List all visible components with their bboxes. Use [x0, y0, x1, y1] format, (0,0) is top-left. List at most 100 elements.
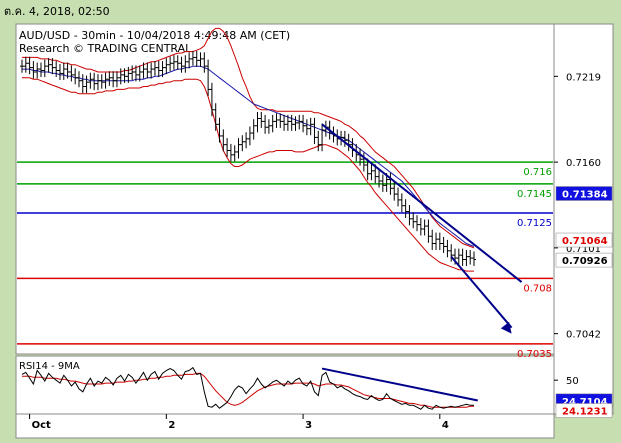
price-bar — [225, 138, 230, 158]
price-bar — [468, 250, 473, 265]
price-bar — [430, 229, 435, 251]
price-bar — [304, 119, 309, 136]
price-bar — [392, 181, 397, 201]
x-tick-label: 4 — [442, 420, 449, 431]
chart-subtitle: Research © TRADING CENTRAL — [19, 42, 192, 55]
level-label: 0.708 — [523, 283, 552, 294]
price-bar — [221, 129, 226, 152]
price-bar — [198, 52, 203, 67]
rsi-tag-box — [555, 403, 613, 418]
price-bar — [289, 114, 294, 131]
price-bar — [20, 59, 24, 73]
price-bar — [179, 56, 184, 73]
price-bar — [460, 248, 465, 267]
y-tick-label: 0.7042 — [566, 330, 601, 341]
price-bar — [46, 58, 51, 73]
price-bar — [388, 173, 393, 195]
price-bar — [122, 68, 127, 83]
level-label: 0.7125 — [517, 218, 552, 229]
price-bar — [441, 236, 446, 253]
price-bar — [426, 219, 431, 243]
price-bar — [65, 62, 70, 79]
timestamp-label: ต.ค. 4, 2018, 02:50 — [4, 5, 110, 18]
price-bar — [54, 61, 59, 78]
price-bar — [445, 239, 450, 258]
price-bar — [171, 55, 176, 70]
y-tick-label: 0.7101 — [566, 244, 601, 255]
price-tag-label: 0.71064 — [562, 236, 608, 247]
price-bar — [415, 215, 420, 232]
price-bar — [282, 114, 287, 131]
price-bar — [209, 82, 214, 117]
price-bar — [73, 68, 78, 85]
rsi-ma-line — [22, 372, 474, 408]
price-bar — [377, 170, 382, 188]
price-bar — [118, 68, 123, 85]
price-bar — [301, 114, 306, 133]
price-bar — [251, 119, 256, 140]
price-bar — [23, 56, 28, 73]
price-bar — [164, 58, 169, 75]
price-bar — [92, 72, 97, 91]
price-bar — [217, 117, 222, 143]
price-tag-label: 0.70926 — [562, 256, 608, 267]
price-bar — [156, 61, 161, 78]
rsi-y-tick-label: 50 — [566, 376, 579, 387]
price-bar — [31, 61, 36, 79]
price-bar — [259, 111, 264, 128]
ma-line — [22, 65, 475, 247]
price-bar — [175, 55, 180, 70]
price-bar — [213, 103, 218, 131]
price-bar — [35, 62, 40, 79]
price-tag-box — [555, 252, 613, 268]
price-bar — [320, 123, 325, 152]
price-bar — [403, 199, 408, 219]
level-label: 0.7035 — [517, 349, 552, 360]
price-bar — [107, 71, 112, 86]
price-bar — [236, 138, 241, 159]
price-tag-label: 0.71384 — [562, 190, 608, 201]
price-bar — [407, 204, 412, 226]
price-bar — [449, 244, 454, 262]
price-bar — [266, 119, 271, 134]
arrow-head — [500, 321, 512, 334]
price-bar — [145, 62, 150, 79]
price-bar — [270, 114, 275, 133]
price-bar — [152, 61, 157, 76]
price-bar — [380, 174, 385, 192]
bb-upper-line — [22, 27, 475, 249]
price-bar — [365, 158, 370, 181]
price-panel — [15, 23, 555, 355]
price-bar — [194, 50, 199, 67]
price-bar — [187, 52, 192, 69]
price-bar — [316, 130, 321, 152]
price-bar — [228, 143, 233, 162]
price-bar — [361, 152, 366, 172]
price-bar — [76, 71, 81, 88]
price-bar — [114, 71, 119, 88]
rsi-tag-label: 24.7104 — [562, 397, 608, 408]
price-bar — [57, 63, 62, 80]
price-bar — [206, 59, 211, 96]
x-tick-label: 2 — [168, 420, 175, 431]
price-bar — [369, 164, 374, 181]
price-bar — [42, 59, 47, 78]
bb-lower-line — [22, 77, 474, 272]
projection-arrow — [450, 255, 513, 329]
price-bar — [141, 62, 146, 79]
price-bar — [456, 248, 461, 265]
price-bar — [61, 62, 66, 80]
price-bar — [240, 135, 245, 152]
price-bar — [69, 65, 74, 82]
y-tick-label: 0.7219 — [566, 72, 601, 83]
price-bar — [202, 52, 207, 73]
price-bar — [88, 72, 93, 89]
rsi-tag-label: 24.1231 — [562, 407, 608, 418]
price-bar — [160, 61, 165, 78]
price-bar — [285, 114, 290, 131]
rsi-trend-line — [321, 367, 478, 402]
price-bar — [312, 117, 317, 144]
price-bar — [411, 212, 416, 229]
price-bar — [293, 116, 298, 131]
